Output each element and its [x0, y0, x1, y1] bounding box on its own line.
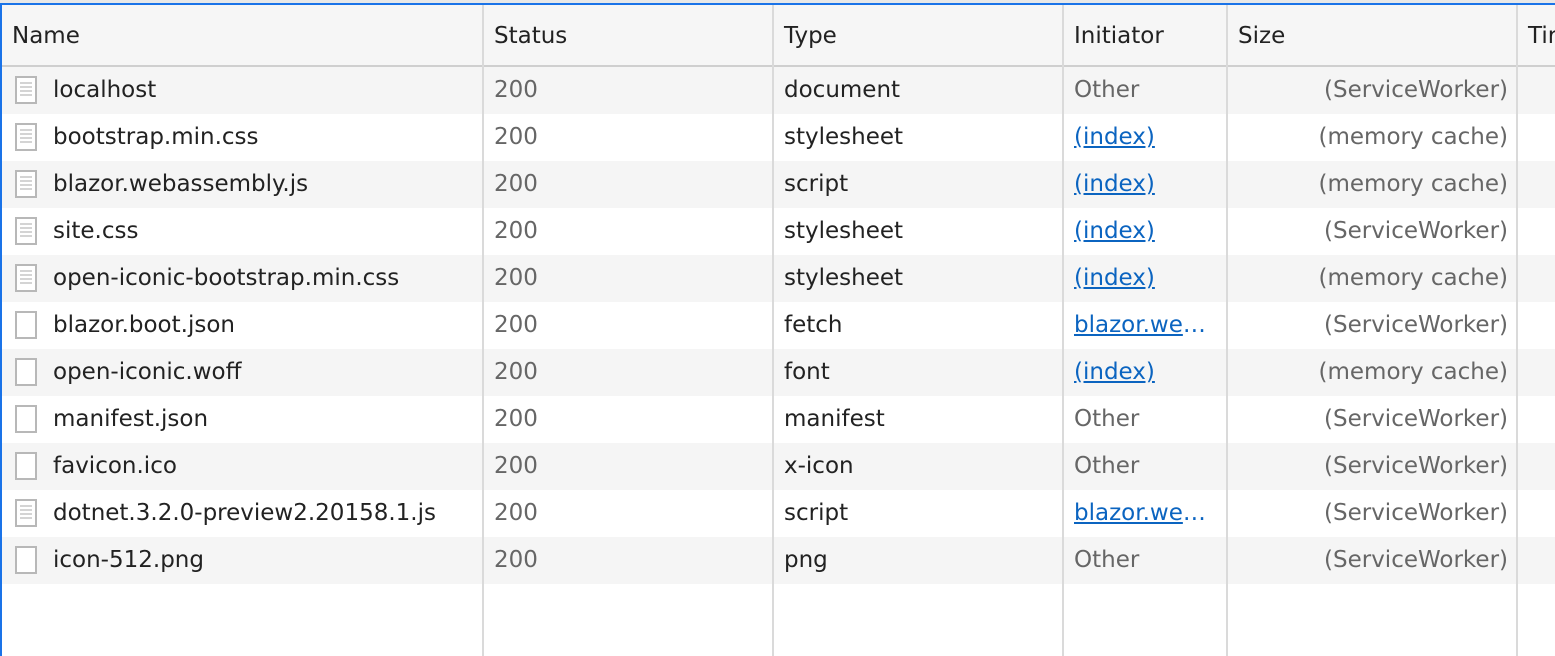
request-type: manifest: [784, 406, 885, 432]
table-row[interactable]: localhost 200 document Other (ServiceWorker): [2, 67, 1555, 114]
top-toolbar-edge: [0, 0, 1555, 3]
request-name[interactable]: manifest.json: [53, 406, 209, 432]
request-status: 200: [494, 406, 538, 432]
table-row[interactable]: bootstrap.min.css 200 stylesheet (index) (me…: [2, 114, 1555, 161]
table-row[interactable]: dotnet.3.2.0-preview2.20158.1.js 200 scrip…: [2, 490, 1555, 537]
column-divider[interactable]: [1516, 5, 1518, 656]
request-name[interactable]: blazor.webassembly.js: [53, 171, 309, 197]
column-header-time[interactable]: Tir: [1528, 23, 1555, 49]
request-type: x-icon: [784, 453, 854, 479]
request-status: 200: [494, 547, 538, 573]
table-row[interactable]: manifest.json 200 manifest Other (ServiceWor…: [2, 396, 1555, 443]
request-size: (ServiceWorker): [1324, 547, 1508, 573]
document-icon: [15, 499, 37, 527]
initiator-link[interactable]: (index): [1074, 218, 1155, 244]
focus-border-left: [0, 3, 2, 656]
request-status: 200: [494, 77, 538, 103]
request-name[interactable]: bootstrap.min.css: [53, 124, 259, 150]
initiator-link[interactable]: blazor.webassembly.js: [1074, 500, 1228, 526]
document-icon: [15, 76, 37, 104]
document-icon: [15, 217, 37, 245]
request-status: 200: [494, 500, 538, 526]
blank-file-icon: [15, 405, 37, 433]
table-row[interactable]: open-iconic-bootstrap.min.css 200 styleshe…: [2, 255, 1555, 302]
request-status: 200: [494, 312, 538, 338]
table-row[interactable]: blazor.boot.json 200 fetch blazor.webassemb…: [2, 302, 1555, 349]
request-name[interactable]: favicon.ico: [53, 453, 177, 479]
request-size: (ServiceWorker): [1324, 77, 1508, 103]
request-name[interactable]: icon-512.png: [53, 547, 204, 573]
request-status: 200: [494, 124, 538, 150]
request-initiator: Other: [1074, 406, 1140, 432]
column-header-type[interactable]: Type: [784, 23, 837, 49]
blank-file-icon: [15, 546, 37, 574]
table-row[interactable]: favicon.ico 200 x-icon Other (ServiceWorker): [2, 443, 1555, 490]
request-size: (ServiceWorker): [1324, 312, 1508, 338]
column-divider[interactable]: [772, 5, 774, 656]
request-type: document: [784, 77, 901, 103]
document-icon: [15, 170, 37, 198]
document-icon: [15, 264, 37, 292]
request-name[interactable]: open-iconic-bootstrap.min.css: [53, 265, 400, 291]
request-size: (memory cache): [1318, 171, 1508, 197]
request-type: font: [784, 359, 830, 385]
initiator-link[interactable]: (index): [1074, 124, 1155, 150]
initiator-link[interactable]: (index): [1074, 359, 1155, 385]
table-row[interactable]: blazor.webassembly.js 200 script (index) (me…: [2, 161, 1555, 208]
request-name[interactable]: blazor.boot.json: [53, 312, 235, 338]
request-status: 200: [494, 359, 538, 385]
initiator-link[interactable]: (index): [1074, 171, 1155, 197]
table-row[interactable]: open-iconic.woff 200 font (index) (memory ca…: [2, 349, 1555, 396]
request-size: (ServiceWorker): [1324, 453, 1508, 479]
request-type: stylesheet: [784, 265, 904, 291]
request-name[interactable]: open-iconic.woff: [53, 359, 242, 385]
column-header-initiator[interactable]: Initiator: [1074, 23, 1164, 49]
document-icon: [15, 123, 37, 151]
table-header: Name Status Type Initiator Size Tir: [2, 5, 1555, 67]
request-initiator: Other: [1074, 77, 1140, 103]
request-type: fetch: [784, 312, 843, 338]
blank-file-icon: [15, 311, 37, 339]
column-divider[interactable]: [1062, 5, 1064, 656]
request-size: (memory cache): [1318, 124, 1508, 150]
initiator-link[interactable]: blazor.webassembly.js: [1074, 312, 1228, 338]
blank-file-icon: [15, 452, 37, 480]
request-size: (ServiceWorker): [1324, 218, 1508, 244]
request-type: stylesheet: [784, 218, 904, 244]
blank-file-icon: [15, 358, 37, 386]
request-size: (memory cache): [1318, 265, 1508, 291]
initiator-link[interactable]: (index): [1074, 265, 1155, 291]
focus-border: [0, 3, 1555, 5]
request-type: script: [784, 500, 849, 526]
request-status: 200: [494, 171, 538, 197]
table-row[interactable]: icon-512.png 200 png Other (ServiceWorker): [2, 537, 1555, 584]
column-header-status[interactable]: Status: [494, 23, 568, 49]
request-size: (ServiceWorker): [1324, 406, 1508, 432]
request-name[interactable]: dotnet.3.2.0-preview2.20158.1.js: [53, 500, 436, 526]
request-name[interactable]: site.css: [53, 218, 139, 244]
request-initiator: Other: [1074, 547, 1140, 573]
request-size: (memory cache): [1318, 359, 1508, 385]
table-row[interactable]: site.css 200 stylesheet (index) (ServiceWork…: [2, 208, 1555, 255]
request-initiator: Other: [1074, 453, 1140, 479]
column-header-size[interactable]: Size: [1238, 23, 1286, 49]
request-name[interactable]: localhost: [53, 77, 157, 103]
column-header-name[interactable]: Name: [12, 23, 80, 49]
request-type: script: [784, 171, 849, 197]
column-divider[interactable]: [482, 5, 484, 656]
request-status: 200: [494, 265, 538, 291]
request-status: 200: [494, 218, 538, 244]
request-status: 200: [494, 453, 538, 479]
network-request-table: Name Status Type Initiator Size Tir loca…: [2, 5, 1555, 656]
request-type: png: [784, 547, 828, 573]
column-divider[interactable]: [1226, 5, 1228, 656]
request-type: stylesheet: [784, 124, 904, 150]
request-size: (ServiceWorker): [1324, 500, 1508, 526]
